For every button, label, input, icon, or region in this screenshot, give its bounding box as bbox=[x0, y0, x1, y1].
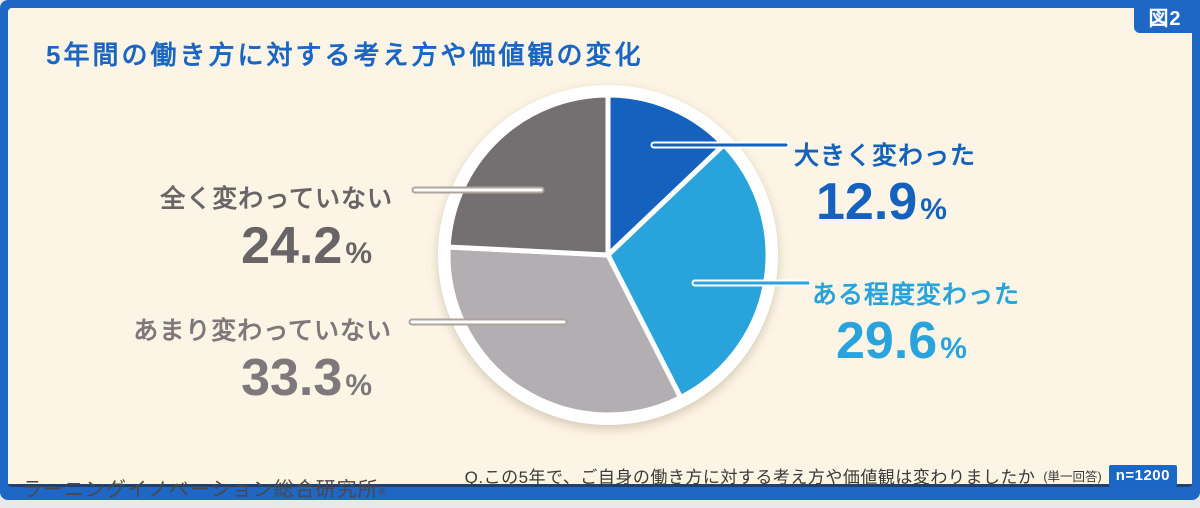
percent-sign: % bbox=[920, 193, 947, 226]
percent-sign: % bbox=[345, 369, 372, 402]
figure-number-label: 図2 bbox=[1148, 8, 1182, 30]
segment-label: 全く変わっていない bbox=[160, 185, 393, 213]
source-organization: ラーニングイノベーション総合研究所® bbox=[22, 479, 387, 501]
pie-segment-3 bbox=[445, 92, 611, 258]
callout-not-changed-much: あまり変わっていない 33.3% bbox=[133, 311, 392, 404]
segment-label: ある程度変わった bbox=[812, 281, 1021, 309]
answer-type-note: (単一回答) bbox=[1043, 470, 1102, 484]
segment-label: 大きく変わった bbox=[794, 142, 977, 170]
pie-segment-0 bbox=[605, 92, 727, 258]
pie-chart bbox=[408, 85, 812, 425]
callout-changed-somewhat: ある程度変わった 29.6% bbox=[812, 275, 1020, 367]
callout-changed-greatly: 大きく変わった 12.9% bbox=[794, 136, 976, 228]
segment-value: 12.9% bbox=[816, 173, 947, 231]
survey-question: Q.この5年で、ご自身の働き方に対する考え方や価値観は変わりましたか bbox=[464, 468, 1036, 487]
page-title: 5年間の働き方に対する考え方や価値観の変化 bbox=[46, 40, 644, 70]
figure-number-tab: 図2 bbox=[1134, 0, 1200, 33]
percent-sign: % bbox=[345, 237, 372, 270]
pie-segment-2 bbox=[445, 244, 684, 418]
bottom-accent-line bbox=[8, 484, 1192, 487]
chart-canvas: 5年間の働き方に対する考え方や価値観の変化 大きく変わった 12.9% ある程度… bbox=[8, 8, 1192, 501]
segment-value: 29.6% bbox=[836, 312, 967, 370]
survey-question-row: Q.この5年で、ご自身の働き方に対する考え方や価値観は変わりましたか (単一回答… bbox=[465, 463, 1177, 488]
segment-label: あまり変わっていない bbox=[133, 317, 392, 345]
segment-value: 33.3% bbox=[241, 349, 372, 407]
registered-mark: ® bbox=[378, 487, 387, 498]
segment-value: 24.2% bbox=[241, 217, 372, 275]
sample-size-badge: n=1200 bbox=[1108, 464, 1177, 487]
callout-not-changed-at-all: 全く変わっていない 24.2% bbox=[160, 179, 393, 272]
percent-sign: % bbox=[940, 332, 967, 365]
